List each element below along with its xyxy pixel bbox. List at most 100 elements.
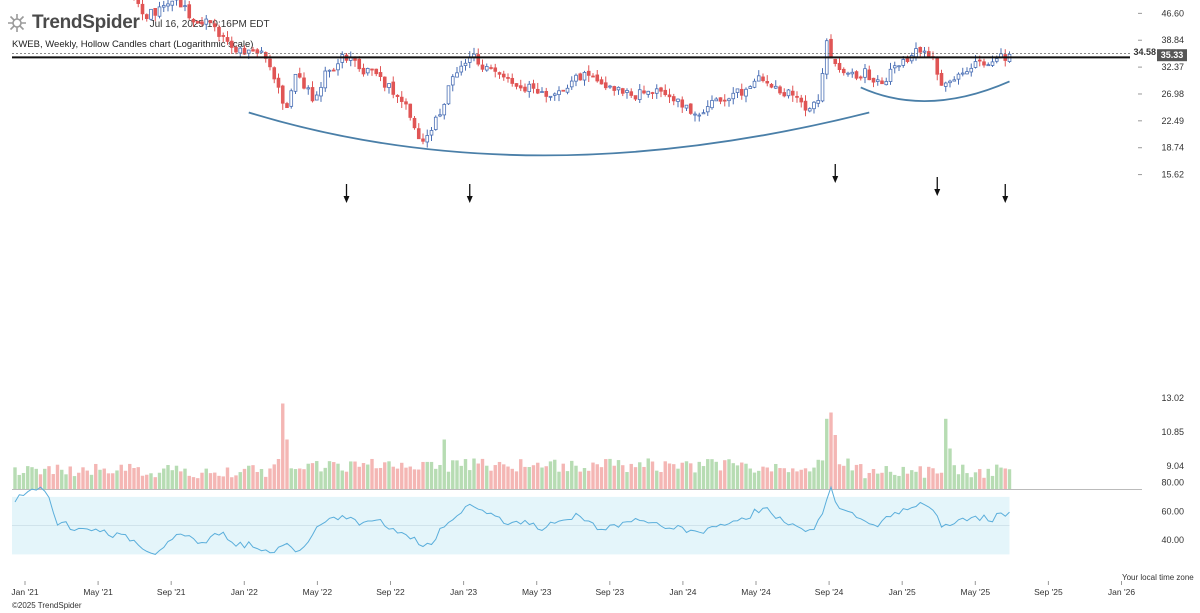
volume-bar	[684, 461, 689, 489]
volume-bar	[293, 469, 298, 489]
volume-bar	[259, 468, 264, 489]
volume-bar	[778, 468, 782, 489]
candle-body	[790, 90, 795, 96]
volume-bar	[710, 459, 714, 489]
volume-bar	[553, 459, 557, 489]
candle-body	[816, 100, 821, 104]
x-tick-label: Sep '24	[815, 587, 844, 597]
candle-body	[263, 52, 268, 59]
candle-body	[374, 68, 379, 75]
candle-body	[161, 5, 166, 8]
candle-body	[812, 101, 816, 110]
candle-body	[829, 38, 833, 59]
candle-body	[956, 73, 961, 80]
volume-bar	[502, 464, 506, 489]
candle-body	[484, 66, 489, 71]
candle-body	[705, 106, 710, 113]
candle-body	[382, 76, 387, 88]
candle-body	[697, 114, 702, 117]
candle-body	[926, 51, 931, 58]
volume-bar	[961, 464, 965, 489]
candle-body	[701, 112, 706, 115]
volume-bar	[374, 468, 378, 489]
down-arrow-head	[466, 196, 473, 203]
volume-bar	[519, 459, 523, 489]
candle-body	[620, 88, 625, 94]
candle-body	[625, 90, 629, 93]
volume-bar	[468, 470, 472, 489]
candle-body	[178, 0, 183, 8]
volume-bar	[55, 464, 60, 489]
volume-bar	[595, 464, 599, 489]
volume-bar	[408, 466, 412, 489]
volume-bar	[973, 472, 978, 489]
large-cup-arc	[248, 111, 870, 157]
candle-body	[684, 104, 689, 109]
candle-body	[756, 75, 761, 82]
volume-bar	[646, 458, 650, 489]
candle-body	[438, 114, 442, 117]
candle-body	[667, 94, 672, 98]
volume-bar	[922, 477, 927, 489]
volume-bar	[629, 463, 633, 489]
down-arrow-head	[1002, 196, 1009, 203]
down-arrow-head	[343, 196, 350, 203]
volume-bar	[965, 473, 969, 489]
candle-body	[977, 59, 982, 62]
candle-body	[255, 49, 260, 54]
volume-bar	[234, 475, 238, 489]
volume-bar	[765, 467, 769, 489]
volume-bar	[888, 471, 893, 489]
candle-body	[722, 99, 727, 102]
volume-bar	[990, 475, 995, 489]
candle-body	[837, 62, 842, 70]
candle-body	[297, 73, 302, 78]
candle-body	[990, 61, 995, 66]
volume-bar	[803, 468, 808, 489]
candle-body	[603, 82, 608, 89]
volume-bar	[225, 467, 230, 489]
volume-bar	[744, 463, 748, 489]
volume-bar	[625, 471, 629, 489]
price-pane[interactable]	[14, 0, 1012, 148]
volume-bar	[905, 473, 910, 489]
candle-body	[591, 75, 595, 78]
volume-bar	[285, 439, 289, 489]
candle-body	[633, 95, 638, 100]
volume-bar	[480, 458, 485, 489]
volume-pane	[13, 403, 1012, 489]
volume-bar	[825, 418, 829, 489]
volume-bar	[395, 468, 400, 489]
volume-bar	[638, 462, 642, 489]
x-tick-label: Sep '23	[596, 587, 625, 597]
volume-bar	[119, 464, 123, 489]
volume-bar	[829, 412, 833, 489]
volume-bar	[582, 468, 587, 489]
volume-bar	[111, 473, 115, 489]
volume-bar	[701, 466, 706, 489]
volume-bar	[400, 462, 404, 489]
candle-body	[714, 98, 719, 102]
candle-body	[200, 21, 204, 25]
volume-bar	[642, 466, 646, 489]
volume-bar	[251, 465, 255, 489]
candle-body	[136, 0, 141, 4]
candle-body	[518, 85, 523, 89]
candle-body	[395, 94, 400, 97]
volume-bar	[489, 470, 493, 489]
candle-body	[693, 113, 697, 116]
volume-bar	[136, 467, 140, 489]
candle-body	[871, 77, 876, 83]
volume-bar	[47, 466, 51, 489]
volume-bar	[98, 469, 102, 489]
volume-bar	[604, 459, 608, 489]
candle-body	[459, 65, 464, 73]
volume-bar	[132, 468, 136, 489]
x-tick-label: Jan '23	[450, 587, 477, 597]
x-tick-label: Jan '26	[1108, 587, 1135, 597]
candle-body	[140, 3, 145, 15]
candle-body	[391, 81, 396, 95]
volume-bar	[72, 476, 77, 489]
volume-bar	[459, 465, 463, 489]
